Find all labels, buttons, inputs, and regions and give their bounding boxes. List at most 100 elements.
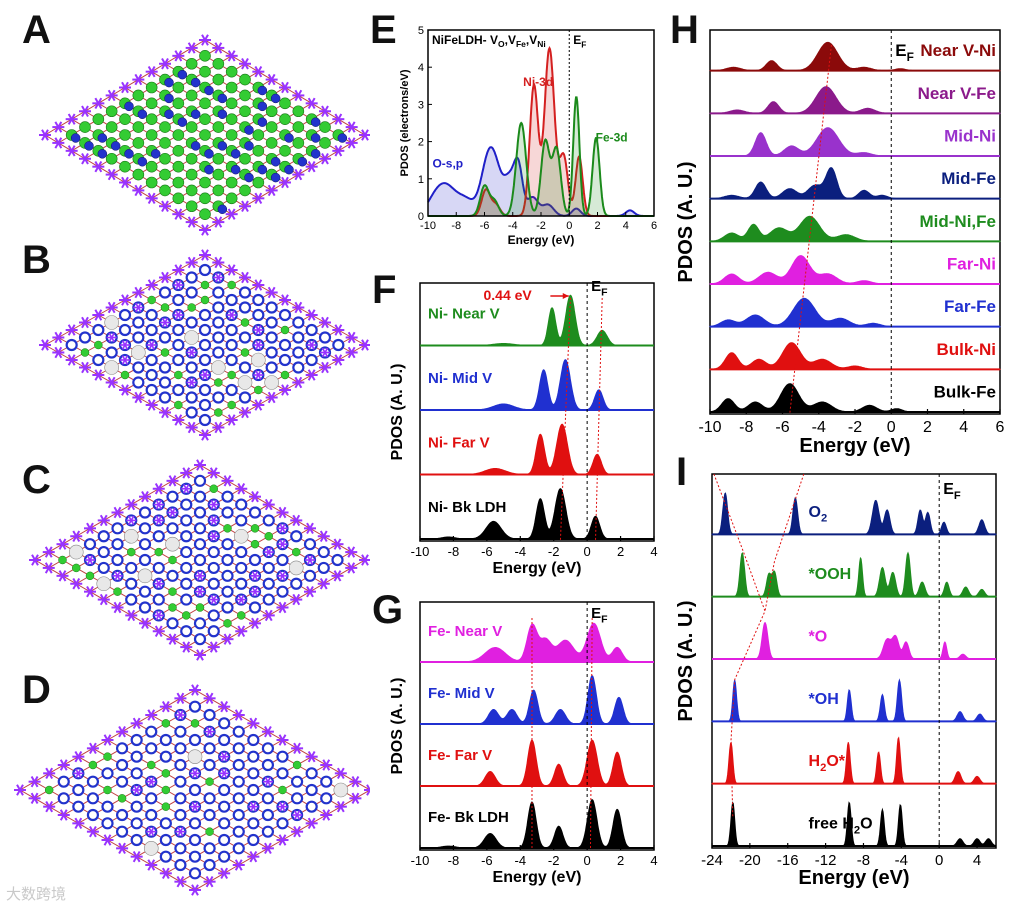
x-tick-label: -4 — [515, 853, 527, 868]
series-label: O2 — [809, 504, 828, 525]
x-tick-label: 4 — [650, 853, 657, 868]
fermi-level-label: EF — [573, 33, 586, 50]
series-label-fe-3d: Fe-3d — [596, 131, 628, 145]
series-area--oh — [711, 678, 997, 722]
series-label: Bulk-Ni — [937, 340, 997, 359]
x-tick-label: -12 — [815, 852, 837, 869]
series-area--ooh — [711, 551, 997, 598]
y-tick-label: 4 — [418, 62, 424, 74]
shift-arrowhead — [562, 293, 569, 299]
panel-label-a: A — [22, 8, 51, 52]
x-tick-label: -2 — [548, 544, 560, 559]
x-tick-label: -4 — [508, 220, 518, 232]
x-tick-label: -8 — [739, 419, 753, 436]
chart-H: -10 -8 -6 -4 -2 0 2 4 6 Energy (eV) Near V-Ni Near … — [675, 29, 1005, 457]
structure-D — [14, 684, 370, 896]
x-tick-label: 2 — [923, 419, 932, 436]
x-tick-label: -4 — [812, 419, 826, 436]
plot-frame — [711, 473, 997, 849]
fermi-level-label: EF — [895, 41, 914, 64]
series-label: Mid-Fe — [941, 169, 996, 188]
panel-label-h: H — [670, 8, 699, 52]
y-tick-label: 3 — [418, 99, 424, 111]
series-label: *O — [809, 629, 828, 646]
x-axis-label: Energy (eV) — [799, 435, 910, 457]
series-label: Ni- Mid V — [428, 370, 492, 387]
x-tick-label: 0 — [887, 419, 896, 436]
y-tick-label: 2 — [418, 137, 424, 149]
x-tick-label: 4 — [623, 220, 629, 232]
watermark: 大数跨境 — [6, 885, 67, 903]
x-axis-label: Energy (eV) — [798, 867, 909, 889]
panel-label-g: G — [372, 588, 404, 632]
series-area-h2o- — [711, 736, 997, 785]
x-tick-label: -8 — [451, 220, 461, 232]
guide-line — [764, 473, 805, 612]
x-tick-label: 2 — [594, 220, 600, 232]
x-tick-label: 4 — [973, 852, 981, 869]
fermi-level-label: EF — [591, 278, 608, 299]
panel-label-d: D — [22, 668, 51, 712]
panel-label-b: B — [22, 238, 51, 282]
x-tick-label: -24 — [701, 852, 723, 869]
series-label: Ni- Far V — [428, 434, 490, 451]
chart-G: -10 -8 -6 -4 -2 0 2 4 Energy (eV) Fe- Near V Fe- M… — [389, 601, 658, 886]
x-tick-label: -2 — [536, 220, 546, 232]
x-tick-label: -6 — [481, 853, 493, 868]
y-tick-label: 5 — [418, 25, 424, 37]
series-label: H2O* — [809, 753, 846, 774]
x-tick-label: -2 — [548, 853, 560, 868]
x-tick-label: -4 — [895, 852, 908, 869]
x-tick-label: -6 — [480, 220, 490, 232]
x-tick-label: -10 — [411, 544, 430, 559]
guide-line — [589, 617, 593, 851]
x-tick-label: 0 — [935, 852, 943, 869]
y-tick-label: 0 — [418, 211, 424, 223]
guide-line — [713, 473, 766, 817]
series-label-ni-3d: Ni-3d — [523, 75, 553, 89]
series-label: Fe- Far V — [428, 747, 492, 764]
chart-title: NiFeLDH- VO,VFe,VNi — [432, 33, 546, 49]
x-tick-label: 2 — [617, 544, 624, 559]
plot-frame — [419, 282, 655, 542]
chart-E: -10 -8 -6 -4 -2 0 2 4 6 0 1 2 3 4 5 Energy (eV) PDOS (el… — [399, 25, 657, 247]
x-tick-label: -16 — [777, 852, 799, 869]
crystal-structures — [14, 34, 370, 896]
series-area--o — [712, 622, 996, 660]
y-axis-label: PDOS (A. U.) — [675, 161, 697, 282]
x-tick-label: 6 — [996, 419, 1005, 436]
guide-line — [595, 297, 603, 542]
x-tick-label: 6 — [651, 220, 657, 232]
x-tick-label: -8 — [448, 544, 460, 559]
x-tick-label: 0 — [584, 544, 591, 559]
x-tick-label: 2 — [617, 853, 624, 868]
series-label: Near V-Ni — [920, 41, 996, 60]
shift-annotation: 0.44 eV — [484, 287, 533, 303]
chart-F: -10 -8 -6 -4 -2 0 2 4 Energy (eV) Ni- Near V Ni- M… — [389, 278, 658, 577]
panel-label-f: F — [372, 268, 397, 312]
x-tick-label: 4 — [650, 544, 657, 559]
guide-line — [789, 44, 832, 415]
x-tick-label: 0 — [566, 220, 572, 232]
structure-B — [39, 249, 370, 441]
x-tick-label: -10 — [420, 220, 436, 232]
x-axis-label: Energy (eV) — [493, 869, 582, 886]
y-axis-label: PDOS (A. U.) — [675, 600, 697, 721]
series-label: Bulk-Fe — [934, 382, 996, 401]
y-axis-label: PDOS (electrons/eV) — [399, 69, 411, 176]
guide-line — [559, 297, 571, 542]
series-label: Fe- Bk LDH — [428, 809, 509, 826]
x-axis-label: Energy (eV) — [493, 560, 582, 577]
structure-C — [29, 459, 370, 661]
y-axis-label: PDOS (A. U.) — [389, 678, 406, 775]
chart-I: -24 -20 -16 -12 -8 -4 0 4 Energy (eV) O2 *OOH *O *OH… — [675, 473, 997, 889]
series-label: Mid-Ni — [944, 126, 996, 145]
y-axis-label: PDOS (A. U.) — [389, 364, 406, 461]
x-tick-label: -10 — [411, 853, 430, 868]
x-tick-label: 0 — [584, 853, 591, 868]
series-label: Mid-Ni,Fe — [920, 212, 997, 231]
series-label: Far-Ni — [947, 254, 996, 273]
series-label: Ni- Bk LDH — [428, 499, 506, 516]
series-label: Near V-Fe — [918, 84, 996, 103]
